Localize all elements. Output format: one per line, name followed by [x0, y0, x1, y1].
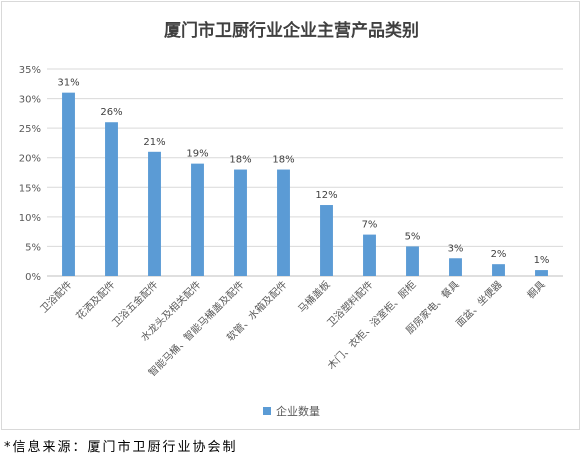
chart-frame: [1, 1, 580, 430]
bar: [191, 163, 204, 276]
data-label: 2%: [491, 249, 507, 260]
x-tick-label: 橱具: [524, 278, 547, 301]
data-label: 26%: [100, 107, 122, 118]
bar: [234, 169, 247, 276]
x-tick-label: 花洒及配件: [73, 278, 118, 323]
legend: 企业数量: [0, 403, 583, 419]
y-tick-label: 10%: [19, 213, 41, 224]
bar: [62, 92, 75, 277]
y-axis-ticks: 0% 5% 10% 15% 20% 25% 30% 35%: [19, 65, 41, 283]
bar: [449, 258, 462, 276]
data-label: 21%: [143, 137, 165, 148]
x-axis-ticks: 卫浴配件 花洒及配件卫浴五金配件水龙头及相关配件智能马桶、智能马桶盖及配件软管、水…: [38, 278, 548, 379]
source-note: *信息来源：厦门市卫厨行业协会制: [4, 440, 238, 455]
data-label: 19%: [186, 149, 208, 160]
y-tick-label: 35%: [19, 65, 41, 76]
y-tick-label: 5%: [25, 242, 41, 253]
y-tick-label: 25%: [19, 124, 41, 135]
x-tick-label: 卫浴配件: [38, 279, 75, 316]
chart-title: 厦门市卫厨行业企业主营产品类别: [164, 21, 419, 41]
data-label: 18%: [229, 155, 251, 166]
gridlines: [47, 68, 563, 277]
data-label: 18%: [272, 155, 294, 166]
bar: [406, 246, 419, 276]
data-label: 3%: [448, 243, 464, 254]
bar: [492, 264, 505, 276]
data-label: 7%: [362, 220, 378, 231]
x-tick-label: 木门、衣柜、浴室柜、厨柜: [325, 278, 419, 372]
bars: [62, 92, 548, 277]
bar: [363, 234, 376, 276]
data-label: 5%: [405, 231, 421, 242]
bar: [535, 270, 548, 276]
y-tick-label: 0%: [25, 272, 41, 283]
data-label: 31%: [57, 78, 79, 89]
bar: [148, 151, 161, 276]
bar: [320, 205, 333, 276]
x-tick-label: 面盆、坐便器: [453, 278, 505, 330]
y-tick-label: 30%: [19, 95, 41, 106]
y-tick-label: 15%: [19, 183, 41, 194]
data-labels: 31% 26% 21% 19% 18% 18% 12% 7% 5% 3% 2% 1%: [57, 78, 549, 266]
bar: [105, 122, 118, 276]
data-label: 1%: [534, 255, 550, 266]
legend-label: 企业数量: [276, 405, 320, 418]
data-label: 12%: [315, 190, 337, 201]
bar: [277, 169, 290, 276]
y-tick-label: 20%: [19, 154, 41, 165]
legend-swatch: [263, 407, 271, 415]
x-tick-label: 马桶盖板: [295, 278, 332, 315]
